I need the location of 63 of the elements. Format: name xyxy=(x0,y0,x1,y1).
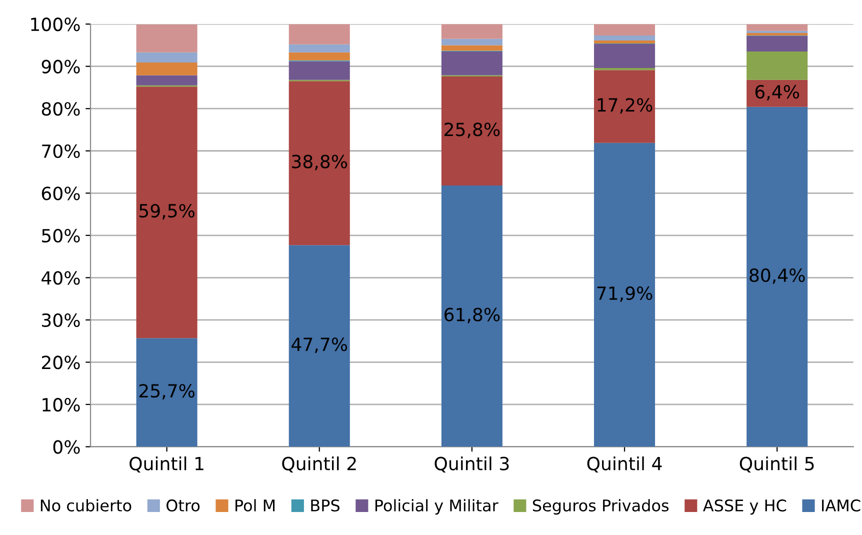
bar xyxy=(746,24,808,31)
y-tick-label: 50% xyxy=(42,228,80,243)
y-tick-label: 40% xyxy=(42,271,80,285)
data-label: 61,8% xyxy=(444,308,500,324)
data-label: 80,4% xyxy=(750,268,805,284)
y-tick-label: 80% xyxy=(42,102,80,116)
data-label: 6,4% xyxy=(755,84,800,100)
y-tick-label: 0% xyxy=(53,440,80,454)
bar xyxy=(136,86,198,338)
x-tick-label: Quintil 5 xyxy=(740,456,814,472)
bar xyxy=(136,62,198,76)
legend-label: Pol M xyxy=(236,499,275,512)
y-tick-label: 20% xyxy=(42,356,80,370)
y-tick-label: 30% xyxy=(42,313,80,328)
legend-label: ASSE y HC xyxy=(703,499,786,515)
bar xyxy=(746,32,808,36)
data-label: 38,8% xyxy=(292,154,348,170)
bar xyxy=(441,76,502,186)
data-label: 25,8% xyxy=(444,122,500,138)
y-tick-label: 70% xyxy=(42,144,80,158)
legend-label: IAMC xyxy=(822,499,860,512)
x-tick-label: Quintil 4 xyxy=(587,456,662,472)
bar xyxy=(594,44,656,68)
legend-label: Policial y Militar xyxy=(375,499,498,515)
x-tick-label: Quintil 2 xyxy=(282,456,356,472)
bar xyxy=(594,35,656,41)
data-label: 71,9% xyxy=(597,286,652,302)
bar xyxy=(746,106,808,447)
bar xyxy=(746,36,808,52)
bar xyxy=(136,338,198,447)
y-tick-label: 90% xyxy=(42,60,80,74)
bar xyxy=(441,52,502,76)
bar xyxy=(136,52,198,63)
legend-label: Otro xyxy=(166,499,200,512)
y-tick-label: 10% xyxy=(42,398,80,412)
bar xyxy=(136,75,198,86)
bar xyxy=(288,61,350,80)
bar xyxy=(288,81,350,246)
y-tick-label: 60% xyxy=(42,186,80,200)
bar xyxy=(288,24,350,44)
bar xyxy=(441,24,502,39)
bar xyxy=(594,40,656,44)
bar xyxy=(746,52,808,80)
legend-label: BPS xyxy=(311,499,340,512)
data-label: 47,7% xyxy=(292,338,348,354)
bar xyxy=(594,70,656,143)
bar xyxy=(288,44,350,52)
bar xyxy=(288,245,350,447)
data-label: 17,2% xyxy=(598,98,652,114)
bar xyxy=(441,38,502,46)
legend-label: Seguros Privados xyxy=(532,499,669,515)
data-label: 59,5% xyxy=(140,204,194,220)
bar xyxy=(594,24,656,36)
bar xyxy=(136,24,198,52)
y-tick-label: 100% xyxy=(31,18,80,32)
x-tick-label: Quintil 1 xyxy=(130,456,204,472)
legend-label: No cubierto xyxy=(40,499,132,512)
bar xyxy=(441,186,502,447)
bar xyxy=(288,52,350,60)
bar xyxy=(441,45,502,51)
data-label: 25,7% xyxy=(139,384,194,400)
x-tick-label: Quintil 3 xyxy=(434,456,509,472)
bar xyxy=(594,142,656,447)
